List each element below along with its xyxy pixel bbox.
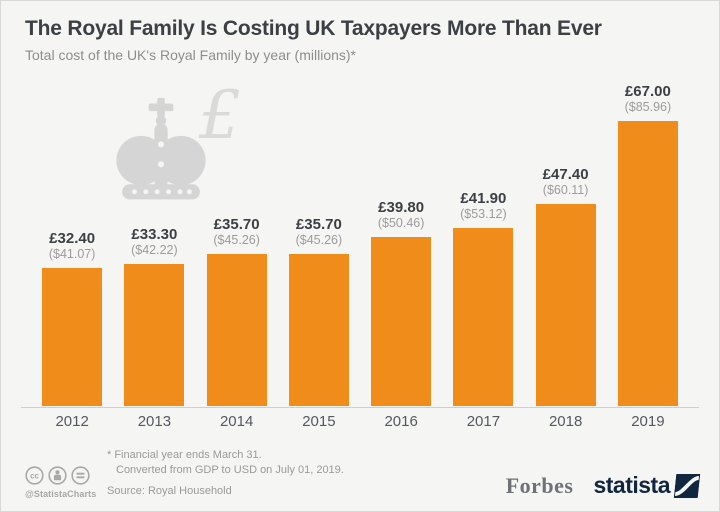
statista-wordmark: statista xyxy=(593,472,670,498)
bar-column-2015: £35.70 ($45.26) xyxy=(278,83,360,406)
bar-column-2019: £67.00 ($85.96) xyxy=(607,83,689,406)
year-label-2015: 2015 xyxy=(302,413,336,430)
cc-icon: cc xyxy=(25,466,44,485)
bar-column-2014: £35.70 ($45.26) xyxy=(196,83,278,406)
year-label-2018: 2018 xyxy=(548,413,583,430)
year-label-2012: 2012 xyxy=(55,413,89,430)
bar-value-gbp: £41.90 xyxy=(460,190,507,208)
year-label-2016: 2016 xyxy=(384,413,418,430)
chart-header: The Royal Family Is Costing UK Taxpayers… xyxy=(25,17,695,63)
bar-column-2012: £32.40 ($41.07) xyxy=(31,83,113,406)
bar-value-usd: ($45.26) xyxy=(295,233,343,248)
year-label-2014: 2014 xyxy=(219,413,254,430)
bar-2019 xyxy=(617,121,678,406)
bar-value-gbp: £67.00 xyxy=(624,83,671,101)
bar-value-usd: ($50.46) xyxy=(377,216,425,231)
bar-2014 xyxy=(206,254,267,406)
bar-value-gbp: £47.40 xyxy=(542,166,589,184)
crown-icon xyxy=(116,97,206,200)
bar-column-2016: £39.80 ($50.46) xyxy=(360,83,442,406)
bar-column-2018: £47.40 ($60.11) xyxy=(525,83,607,406)
statista-charts-handle: @StatistaCharts xyxy=(25,489,97,499)
statista-logo: statista xyxy=(593,472,701,499)
footnote-line-2: Converted from GDP to USD on July 01, 20… xyxy=(116,464,344,477)
x-axis-labels: 2012 2013 2014 2015 2016 2017 2018 2019 xyxy=(31,413,689,430)
bar-value-gbp: £35.70 xyxy=(213,216,260,234)
chart-subtitle: Total cost of the UK's Royal Family by y… xyxy=(25,47,356,63)
forbes-logo: Forbes xyxy=(505,472,574,498)
svg-text:cc: cc xyxy=(30,472,39,481)
bar-2018 xyxy=(535,204,596,406)
license-block: cc @StatistaCharts xyxy=(25,466,105,499)
bar-value-usd: ($45.26) xyxy=(213,233,260,248)
bar-value-usd: ($42.22) xyxy=(131,243,178,258)
footnote-block: * Financial year ends March 31. Converte… xyxy=(107,448,344,499)
bar-column-2013: £33.30 ($42.22) xyxy=(113,83,195,406)
x-axis-line xyxy=(21,407,699,408)
bar-2012 xyxy=(42,268,103,406)
year-label-2013: 2013 xyxy=(137,413,172,430)
year-label-2019: 2019 xyxy=(631,413,665,430)
bar-chart: £32.40 ($41.07) £33.30 ($42.22) £35.70 ($45.2… xyxy=(31,83,689,406)
cc-nd-icon xyxy=(71,466,90,485)
bar-2015 xyxy=(288,254,349,406)
bar-value-usd: ($60.11) xyxy=(542,183,589,198)
source-text: Source: Royal Household xyxy=(107,484,232,497)
bar-column-2017: £41.90 ($53.12) xyxy=(442,83,524,406)
cc-by-icon xyxy=(48,466,67,485)
pound-sign-icon: £ xyxy=(199,77,241,154)
chart-title: The Royal Family Is Costing UK Taxpayers… xyxy=(25,17,602,40)
bar-value-usd: ($53.12) xyxy=(460,207,507,222)
bar-value-gbp: £33.30 xyxy=(131,226,178,244)
footnote-line-1: * Financial year ends March 31. xyxy=(107,448,262,461)
bar-2013 xyxy=(124,264,185,406)
bar-value-gbp: £35.70 xyxy=(295,216,342,234)
bar-value-usd: ($85.96) xyxy=(624,100,672,115)
bar-value-gbp: £32.40 xyxy=(49,230,96,248)
bar-value-usd: ($41.07) xyxy=(48,247,96,262)
statista-mark-icon xyxy=(673,473,701,498)
year-label-2017: 2017 xyxy=(466,413,501,430)
brand-logos: Forbes statista xyxy=(505,472,701,499)
bar-2017 xyxy=(453,228,514,406)
bar-2016 xyxy=(371,237,432,406)
bar-value-gbp: £39.80 xyxy=(378,199,425,217)
